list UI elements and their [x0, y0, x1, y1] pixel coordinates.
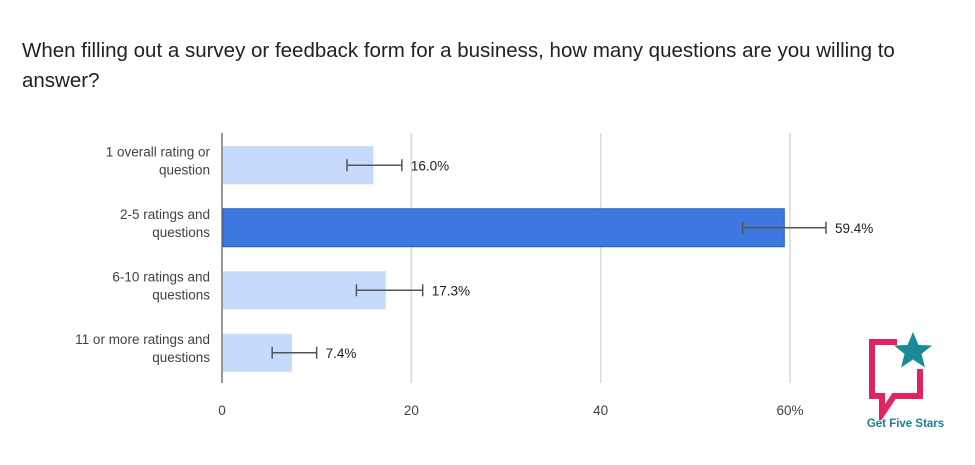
logo-text: Get Five Stars: [866, 418, 945, 430]
category-label: 1 overall rating or: [106, 144, 211, 159]
chart-title: When filling out a survey or feedback fo…: [22, 39, 895, 92]
speech-bubble-star-icon: [869, 332, 932, 424]
data-label: 7.4%: [326, 346, 357, 361]
data-label: 17.3%: [432, 283, 470, 298]
x-tick-label: 20: [404, 403, 419, 418]
bar: [222, 208, 785, 248]
category-label: 11 or more ratings and: [75, 332, 210, 347]
x-tick-label: 60%: [776, 403, 803, 418]
category-label: question: [159, 162, 210, 177]
category-label: questions: [152, 287, 210, 302]
category-label: questions: [152, 350, 210, 365]
x-tick-label: 40: [593, 403, 608, 418]
category-label: questions: [152, 225, 210, 240]
category-label: 2-5 ratings and: [120, 207, 210, 222]
x-tick-label: 0: [218, 403, 226, 418]
data-label: 16.0%: [411, 158, 449, 173]
get-five-stars-logo: Get Five Stars: [858, 330, 953, 440]
category-label: 6-10 ratings and: [112, 269, 210, 284]
data-label: 59.4%: [835, 221, 873, 236]
